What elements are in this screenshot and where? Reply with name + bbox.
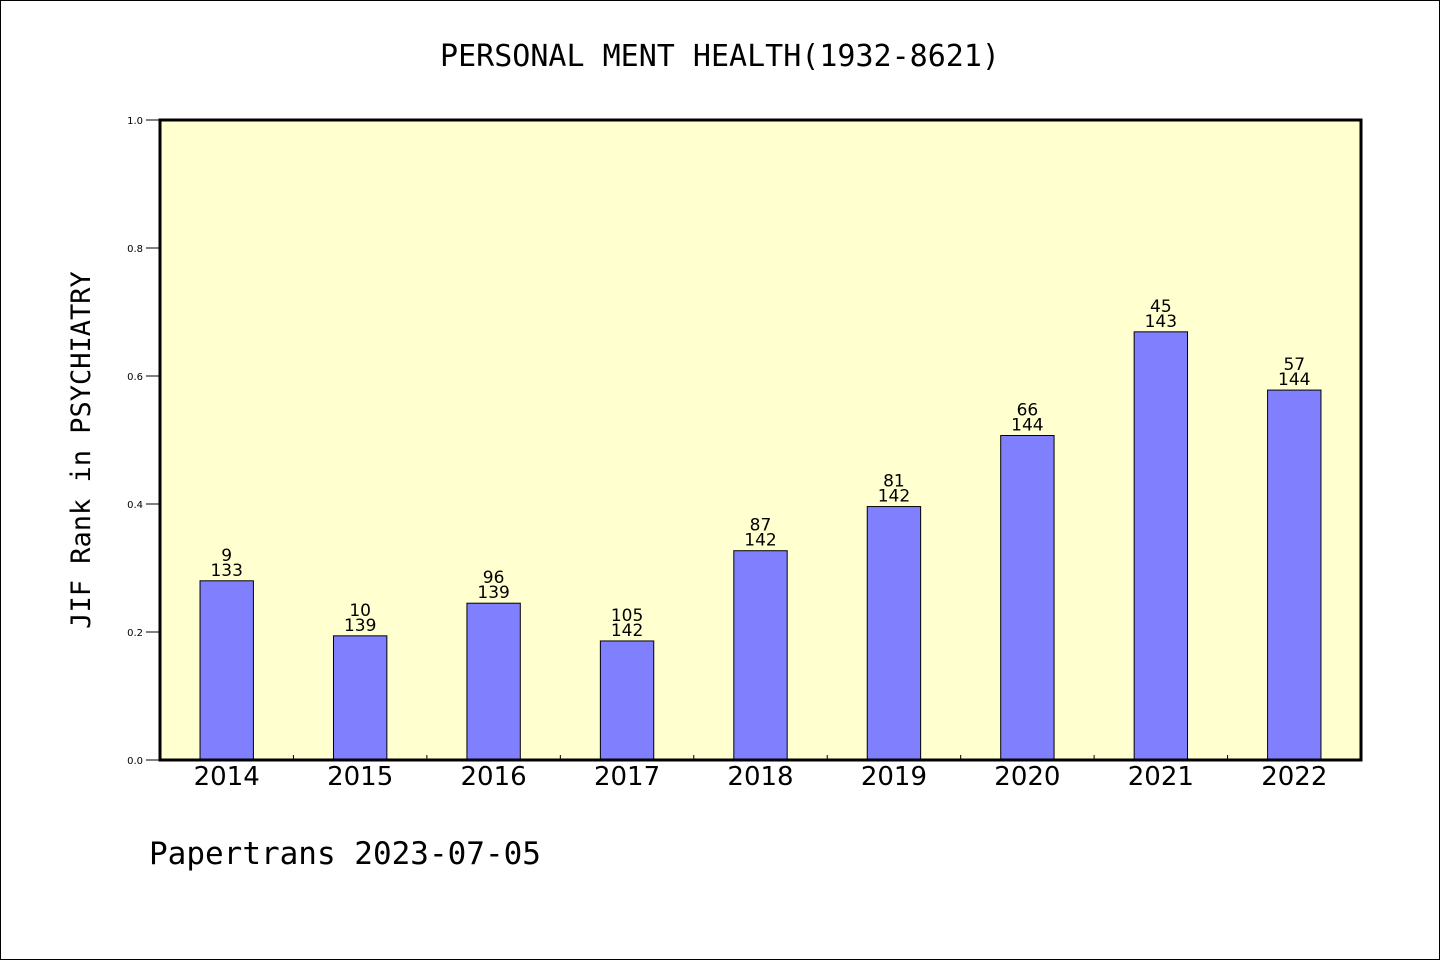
bar-total-label: 142 <box>611 621 643 641</box>
y-tick-label: 1.0 <box>127 116 143 127</box>
y-tick-label: 0.6 <box>127 372 143 383</box>
x-tick-label: 2015 <box>327 762 393 792</box>
bar-2022 <box>1267 389 1322 761</box>
x-tick-label: 2014 <box>194 762 260 792</box>
y-tick-label: 0.2 <box>127 628 143 639</box>
bar-2016 <box>466 602 521 761</box>
bar-rank-label: 87 <box>750 516 772 536</box>
bar-rank-label: 10 <box>349 601 371 621</box>
bar-2015 <box>332 635 388 761</box>
bar-2014 <box>199 580 254 761</box>
bars-group <box>199 331 1322 761</box>
bar-2021 <box>1133 331 1189 761</box>
bar-total-label: 133 <box>210 561 242 581</box>
bar-labels-group: 9133101399613910514287142811426614445143… <box>210 297 1310 641</box>
bar-rank-label: 9 <box>221 546 232 566</box>
bar-rank-label: 81 <box>883 472 905 492</box>
bar-2017 <box>599 640 655 761</box>
bar-total-label: 142 <box>878 487 910 507</box>
bar-total-label: 143 <box>1145 312 1177 332</box>
chart-title: PERSONAL MENT HEALTH(1932-8621) <box>440 39 1000 74</box>
bar-rank-label: 96 <box>483 568 505 588</box>
bar-rank-label: 57 <box>1283 355 1305 375</box>
bar-2018 <box>733 550 788 761</box>
plot-border <box>158 118 1363 762</box>
x-tick-label: 2020 <box>994 762 1060 792</box>
x-tick-label: 2022 <box>1261 762 1327 792</box>
y-axis-label: JIF Rank in PSYCHIATRY <box>66 271 97 629</box>
x-axis: 2014 2015 2016 2017 2018 2019 2020 2021 2022 <box>194 755 1327 792</box>
bar-2020 <box>1000 435 1055 761</box>
bar-total-label: 144 <box>1278 370 1310 390</box>
y-tick-label: 0.0 <box>127 756 143 767</box>
bar-rank-label: 105 <box>611 606 643 626</box>
footer-text: Papertrans 2023-07-05 <box>149 836 541 872</box>
y-tick-label: 0.4 <box>127 500 143 511</box>
y-axis: 0.0 0.2 0.4 0.6 0.8 1.0 <box>127 116 160 767</box>
x-tick-label: 2019 <box>861 762 927 792</box>
bar-total-label: 139 <box>344 616 376 636</box>
x-tick-label: 2021 <box>1128 762 1194 792</box>
y-tick-label: 0.8 <box>127 244 143 255</box>
bar-2019 <box>866 506 922 761</box>
bar-total-label: 142 <box>744 531 776 551</box>
x-tick-label: 2018 <box>727 762 793 792</box>
bar-total-label: 139 <box>477 583 509 603</box>
bar-total-label: 144 <box>1011 416 1043 436</box>
x-tick-label: 2016 <box>461 762 527 792</box>
bar-rank-label: 45 <box>1150 297 1172 317</box>
x-tick-label: 2017 <box>594 762 660 792</box>
bar-rank-label: 66 <box>1017 401 1039 421</box>
